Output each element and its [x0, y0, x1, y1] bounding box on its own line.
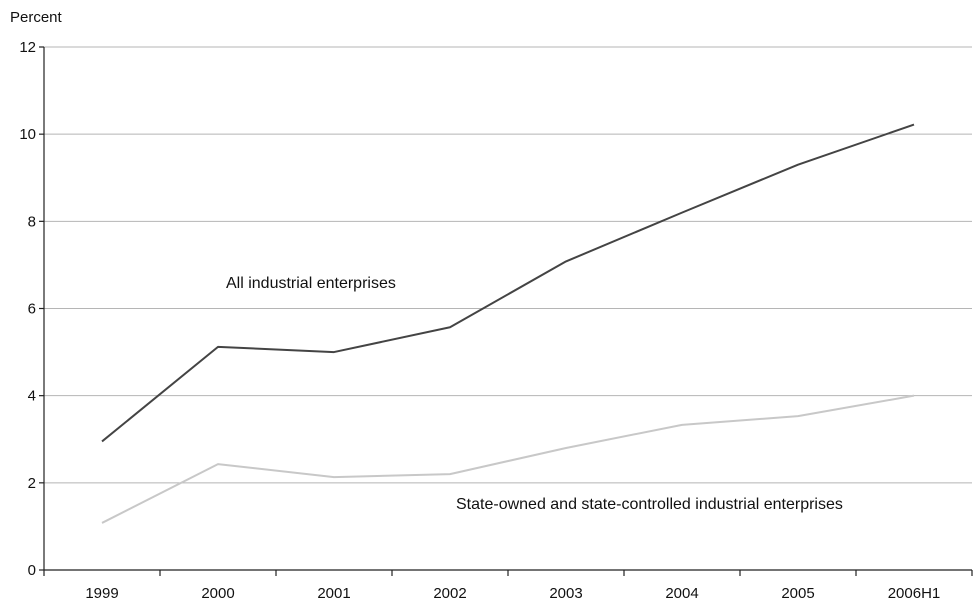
- x-tick-label: 2005: [781, 585, 814, 602]
- series-label-state-owned: State-owned and state-controlled industr…: [456, 496, 843, 513]
- x-tick-label: 2000: [201, 585, 234, 602]
- x-tick-label: 2003: [549, 585, 582, 602]
- y-tick-label: 0: [28, 562, 36, 579]
- x-tick-label: 1999: [85, 585, 118, 602]
- y-tick-label: 10: [19, 126, 36, 143]
- x-tick-label: 2006H1: [888, 585, 941, 602]
- series-label-all-industrial: All industrial enterprises: [226, 275, 396, 292]
- series-line-0: [101, 123, 915, 443]
- y-axis-label: Percent: [10, 9, 63, 26]
- y-tick-label: 2: [28, 475, 36, 492]
- y-tick-label: 6: [28, 301, 36, 318]
- x-tick-label: 2001: [317, 585, 350, 602]
- gridlines: [44, 46, 972, 484]
- series-line-1: [101, 394, 915, 524]
- y-tick-label: 4: [28, 388, 36, 405]
- x-tick-label: 2004: [665, 585, 698, 602]
- series: [101, 123, 915, 524]
- y-tick-label: 8: [28, 213, 36, 230]
- y-axis-ticks: 0 2 4 6 8 10 12: [19, 39, 44, 579]
- y-tick-label: 12: [19, 39, 36, 56]
- x-tick-label: 2002: [433, 585, 466, 602]
- x-axis-ticks: 1999 2000 2001 2002 2003 2004 2005 2006H1: [43, 570, 973, 602]
